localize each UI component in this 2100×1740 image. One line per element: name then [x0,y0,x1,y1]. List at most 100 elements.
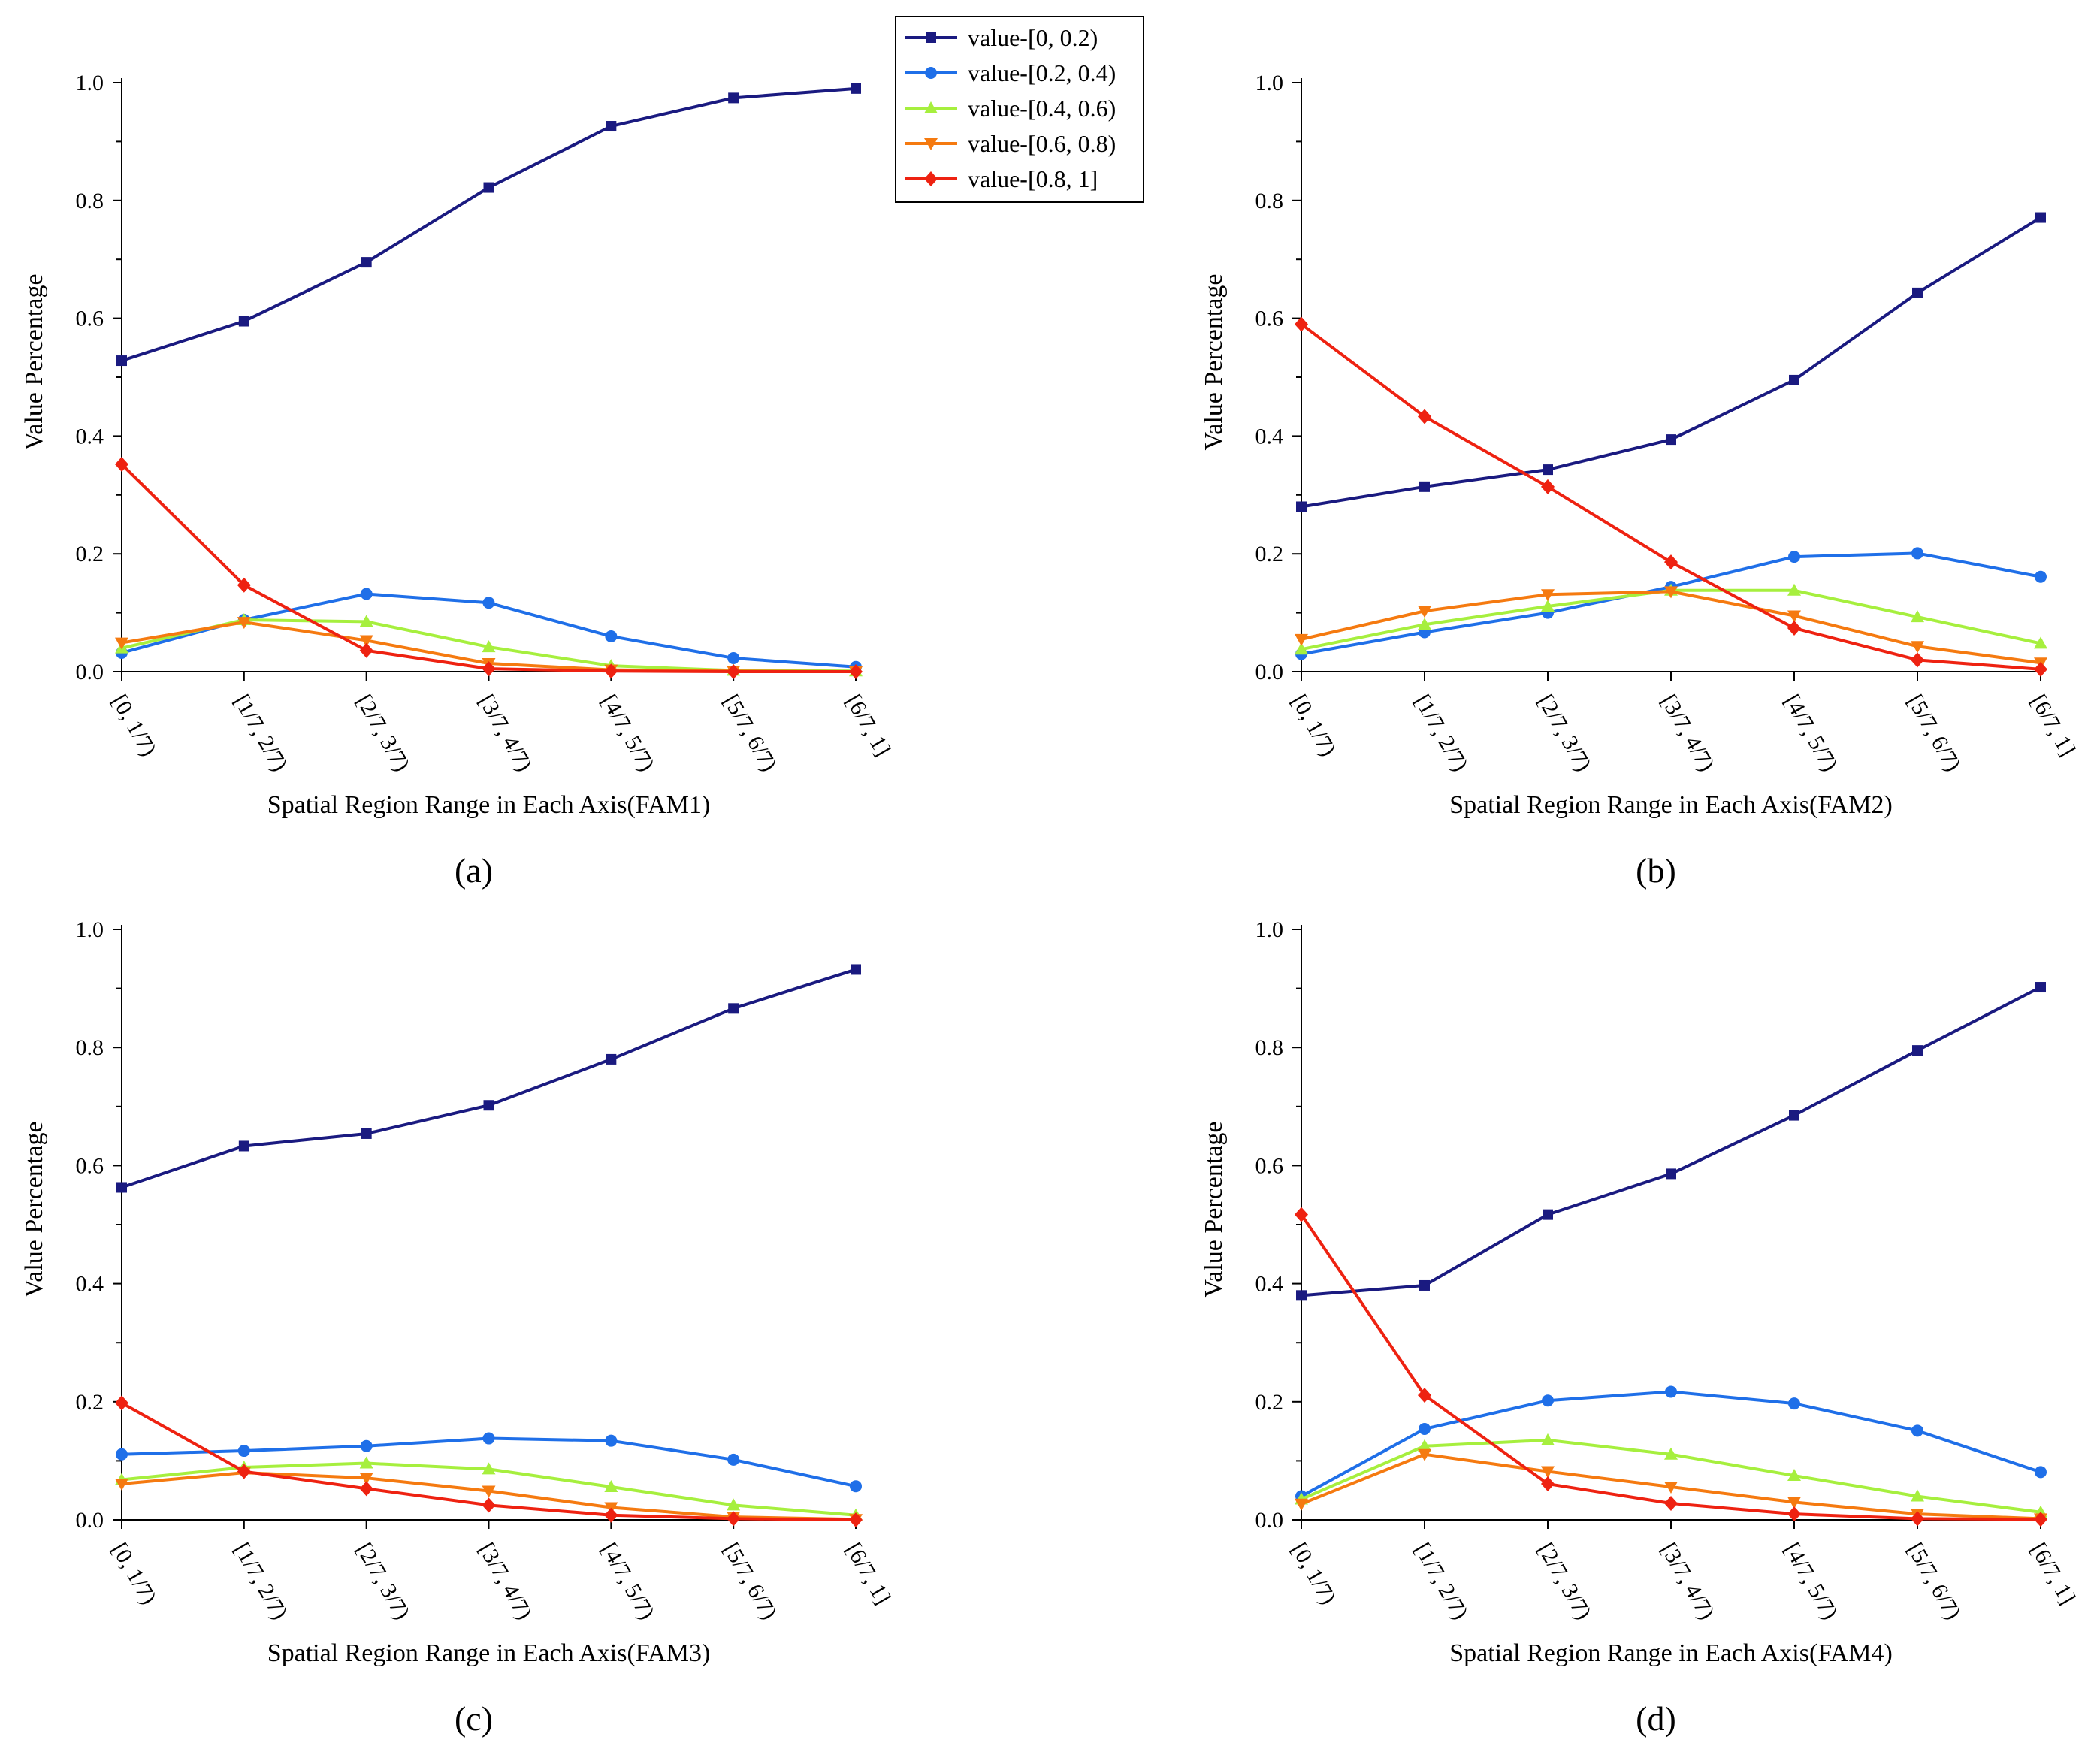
series-line [1301,1390,2041,1498]
data-point [1418,606,1431,618]
data-point [482,1462,496,1475]
data-point [361,1128,372,1139]
data-point [727,1498,741,1511]
x-tick-label: [5/7, 6/7) [718,690,781,775]
x-tick-label: [4/7, 5/7) [596,690,659,775]
x-tick-label: [2/7, 3/7) [352,690,415,775]
y-tick-label: 0.0 [76,660,104,684]
data-point [849,664,863,679]
data-point [1787,1497,1801,1509]
data-point [482,640,496,653]
y-tick-label: 0.0 [1255,1508,1284,1533]
data-point [1664,554,1678,570]
data-point [1541,599,1555,612]
x-tick-label: [6/7, 1] [841,690,896,760]
data-point [238,1140,249,1152]
legend-item: value-[0.6, 0.8) [905,130,1116,157]
x-axis-title: Spatial Region Range in Each Axis(FAM3) [267,1639,711,1667]
data-point [1788,1397,1800,1410]
data-point [482,1497,496,1513]
y-tick-label: 0.8 [1255,189,1284,213]
y-tick-label: 0.0 [76,1508,104,1533]
data-point [483,1100,494,1111]
x-tick-label: [0, 1/7) [1286,690,1341,760]
y-tick-label: 1.0 [76,917,104,942]
y-tick-label: 0.6 [1255,1153,1284,1178]
x-tick-label: [2/7, 3/7) [1533,1539,1596,1624]
data-point [359,1473,373,1485]
data-point [604,1479,618,1492]
data-point [361,257,372,268]
data-point [1664,1495,1678,1511]
data-point [1787,1469,1801,1482]
data-point [1788,551,1800,563]
data-point [115,1479,128,1491]
data-point [1911,547,1923,560]
data-point [604,663,618,679]
y-tick-label: 0.6 [76,1153,104,1178]
x-axis-title: Spatial Region Range in Each Axis(FAM2) [1449,791,1893,819]
series-line [1301,216,2042,509]
legend-marker [924,101,938,113]
data-point [1418,1388,1431,1403]
series-line [1300,322,2041,671]
data-point [1295,642,1308,655]
data-point [1912,1045,1923,1056]
legend-item: value-[0.4, 0.6) [905,95,1116,122]
data-point [1296,1290,1307,1301]
x-tick-label: [3/7, 4/7) [1656,690,1719,775]
data-point [851,964,861,975]
y-tick-label: 0.8 [1255,1035,1284,1060]
data-point [1666,434,1676,446]
x-tick-label: [5/7, 6/7) [718,1539,781,1624]
data-point [1911,1511,1924,1527]
x-tick-label: [4/7, 5/7) [1779,1539,1842,1624]
y-tick-label: 0.2 [76,1390,104,1415]
data-point [1787,610,1801,623]
y-tick-label: 0.4 [1255,424,1284,449]
data-point [606,1053,617,1065]
chart-panel-3: 0.0 0.2 0.4 0.6 0.8 1.0 [0, 1/7) [1/7, 2/7) [2/7… [20,917,896,1738]
data-point [1911,610,1924,623]
data-point [2035,212,2046,223]
chart-panel-1: 0.0 0.2 0.4 0.6 0.8 1.0 [0, 1/7) [1/7, 2/7) [2/7… [20,71,896,890]
x-tick-label: [2/7, 3/7) [352,1539,415,1624]
data-point [2034,636,2047,649]
data-point [727,664,741,679]
legend-marker [924,138,938,150]
data-point [116,355,127,367]
data-point [1664,1447,1678,1460]
x-tick-label: [6/7, 1] [2026,690,2080,760]
series-value-[0.6, 0.8) [115,1467,863,1527]
series-value-[0, 0.2) [116,964,861,1193]
legend-item: value-[0, 0.2) [905,24,1098,51]
chart-panel-4: 0.0 0.2 0.4 0.6 0.8 1.0 [0, 1/7) [1/7, 2/7) [2/7… [1200,917,2080,1738]
y-tick-label: 1.0 [1255,917,1284,942]
data-point [605,1434,618,1447]
y-axis-title: Value Percentage [20,273,48,450]
data-point [359,615,373,627]
data-point [728,1003,739,1014]
data-point [360,1439,373,1452]
y-tick-label: 0.4 [76,1272,104,1297]
data-point [1418,1439,1431,1452]
legend-label: value-[0.4, 0.6) [968,95,1116,122]
x-axis-title: Spatial Region Range in Each Axis(FAM1) [267,791,711,819]
panel-label: (b) [1636,851,1676,890]
y-tick-label: 1.0 [76,71,104,95]
data-point [1419,1279,1430,1291]
data-point [237,577,251,593]
data-point [727,651,740,664]
data-point [606,121,617,132]
data-point [727,1511,741,1527]
legend-marker [924,171,938,186]
x-tick-label: [1/7, 2/7) [229,690,292,775]
data-point [1541,1466,1555,1479]
data-point [359,642,373,658]
data-point [727,1453,740,1466]
data-point [483,182,494,193]
x-axis-title: Spatial Region Range in Each Axis(FAM4) [1449,1639,1893,1667]
data-point [1296,501,1307,512]
x-tick-label: [3/7, 4/7) [1656,1539,1719,1624]
data-point [2035,1466,2047,1479]
